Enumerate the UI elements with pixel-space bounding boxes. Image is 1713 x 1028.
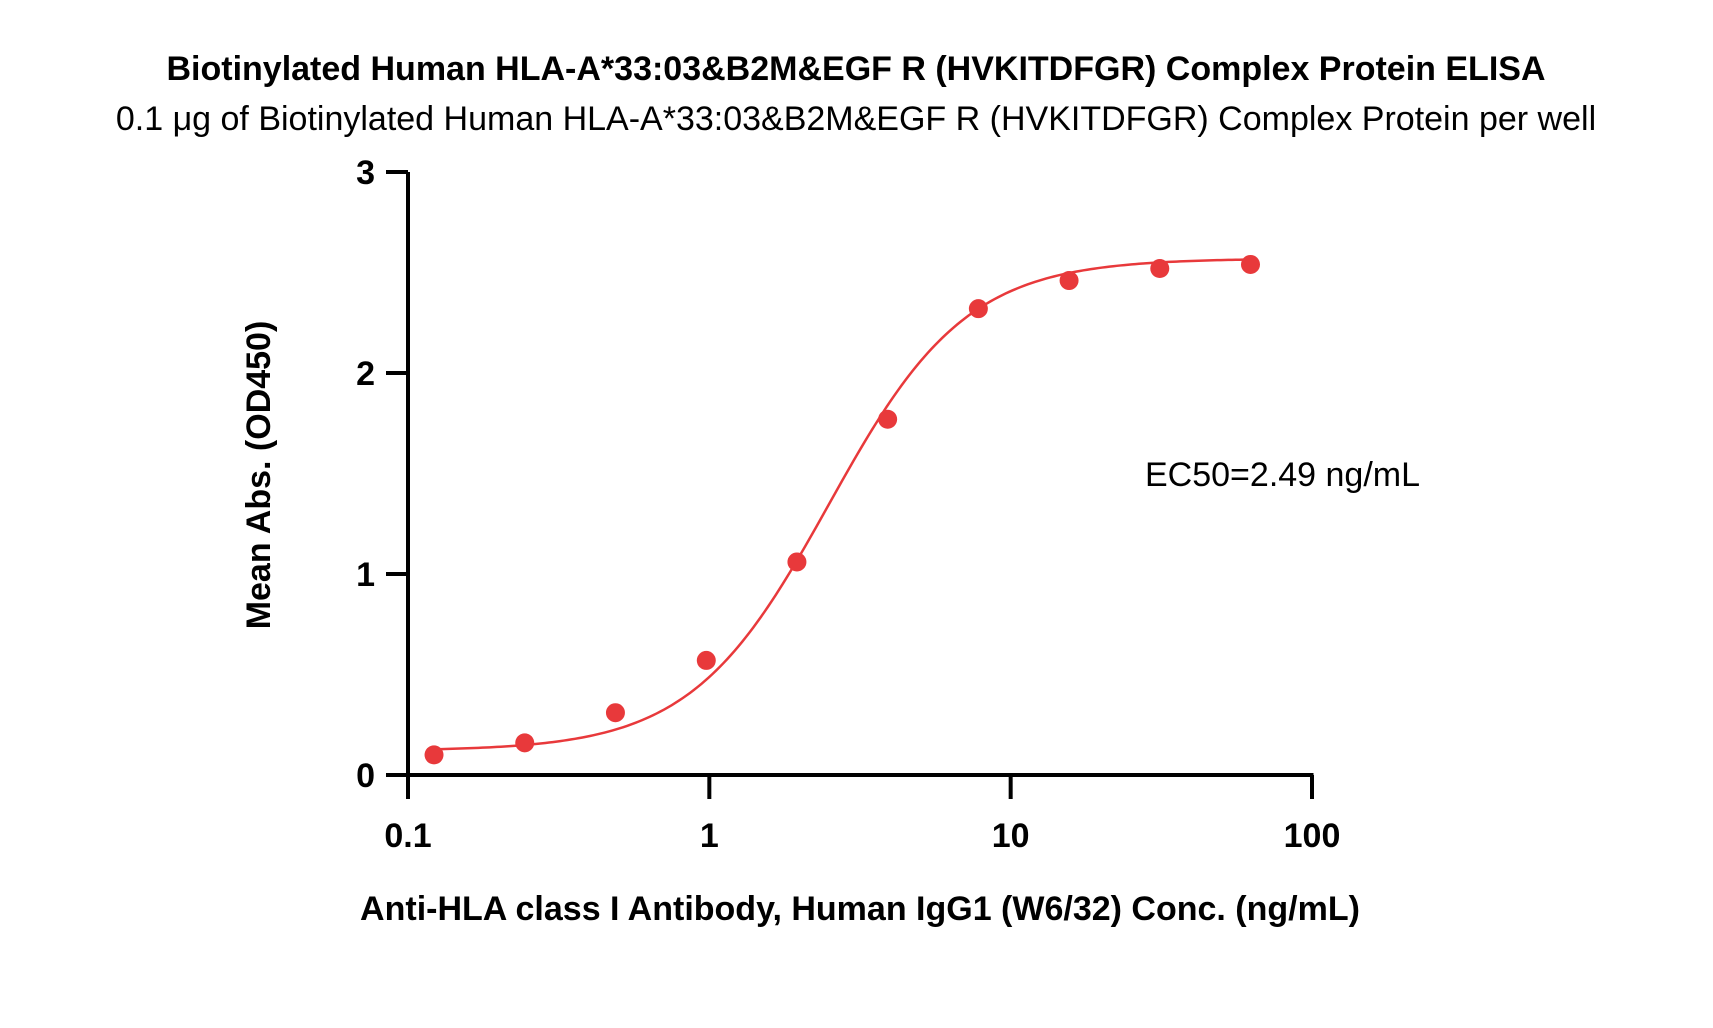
data-point (1150, 258, 1170, 278)
y-tick-label: 1 (356, 556, 375, 594)
x-tick-label: 10 (992, 817, 1030, 855)
data-point (515, 733, 535, 753)
chart-title: Biotinylated Human HLA-A*33:03&B2M&EGF R… (166, 50, 1545, 88)
y-axis-label: Mean Abs. (OD450) (240, 321, 278, 630)
ec50-annotation: EC50=2.49 ng/mL (1145, 456, 1420, 494)
tick-marks: 0 1 2 3 0.1 1 10 100 (356, 154, 1340, 855)
x-tick-label: 100 (1284, 817, 1341, 855)
fit-curve-group (433, 258, 1251, 751)
x-tick-label: 1 (700, 817, 719, 855)
x-tick-label: 0.1 (384, 817, 431, 855)
y-tick-label: 3 (356, 154, 375, 192)
y-tick-label: 2 (356, 355, 375, 393)
data-point (1240, 254, 1260, 274)
y-tick-label: 0 (356, 757, 375, 795)
data-point (424, 745, 444, 765)
x-axis-label: Anti-HLA class I Antibody, Human IgG1 (W… (360, 890, 1360, 928)
fit-curve (433, 258, 1251, 751)
data-points (424, 254, 1260, 765)
axes (406, 172, 1314, 777)
data-point (968, 299, 988, 319)
data-point (605, 703, 625, 723)
data-point (696, 650, 716, 670)
data-point (878, 409, 898, 429)
data-point (787, 552, 807, 572)
chart-subtitle: 0.1 μg of Biotinylated Human HLA-A*33:03… (116, 100, 1596, 138)
data-point (1059, 271, 1079, 291)
